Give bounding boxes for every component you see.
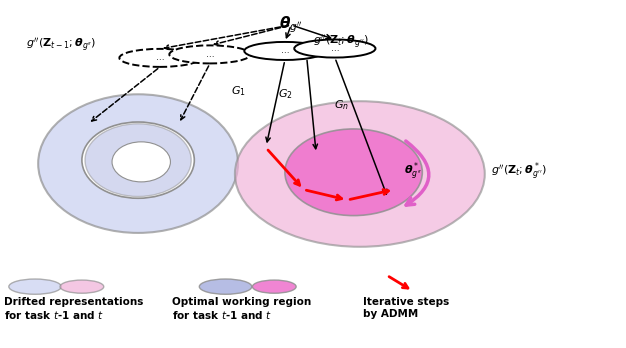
Ellipse shape [285,129,423,216]
Ellipse shape [170,45,250,63]
Text: ...: ... [280,46,289,55]
Ellipse shape [60,280,104,293]
Ellipse shape [244,42,326,60]
Ellipse shape [252,280,296,293]
Text: $G_2$: $G_2$ [277,87,292,101]
Text: Drifted representations
for task $t$-1 and $t$: Drifted representations for task $t$-1 a… [4,297,144,321]
Text: $g''(\mathbf{Z}_t;\boldsymbol{\theta}_{g''})$: $g''(\mathbf{Z}_t;\boldsymbol{\theta}_{g… [313,34,369,51]
Ellipse shape [85,124,191,197]
Text: ...: ... [205,49,214,58]
Text: $G_1$: $G_1$ [230,84,245,98]
Text: Iterative steps
by ADMM: Iterative steps by ADMM [363,297,449,319]
FancyArrowPatch shape [406,141,429,205]
Text: $G_n$: $G_n$ [334,98,349,112]
Text: $\boldsymbol{\theta}_{g^{\prime\prime}}$: $\boldsymbol{\theta}_{g^{\prime\prime}}$ [279,15,303,35]
Ellipse shape [112,142,170,182]
Text: $g''(\mathbf{Z}_t;\boldsymbol{\theta}^*_{g''})$: $g''(\mathbf{Z}_t;\boldsymbol{\theta}^*_… [491,161,547,183]
Ellipse shape [294,40,376,57]
Ellipse shape [9,279,61,294]
Text: $g''(\mathbf{Z}_{t-1};\boldsymbol{\theta}_{g''})$: $g''(\mathbf{Z}_{t-1};\boldsymbol{\theta… [26,37,96,55]
Text: ...: ... [331,44,339,53]
Ellipse shape [38,94,238,233]
Ellipse shape [82,122,194,198]
Text: $\boldsymbol{\theta}^*_{g^{\prime\prime}}$: $\boldsymbol{\theta}^*_{g^{\prime\prime}… [404,161,421,183]
Ellipse shape [235,101,485,247]
Text: Optimal working region
for task $t$-1 and $t$: Optimal working region for task $t$-1 an… [172,297,312,321]
Text: ...: ... [156,53,164,62]
Ellipse shape [199,279,252,294]
Ellipse shape [120,49,200,67]
